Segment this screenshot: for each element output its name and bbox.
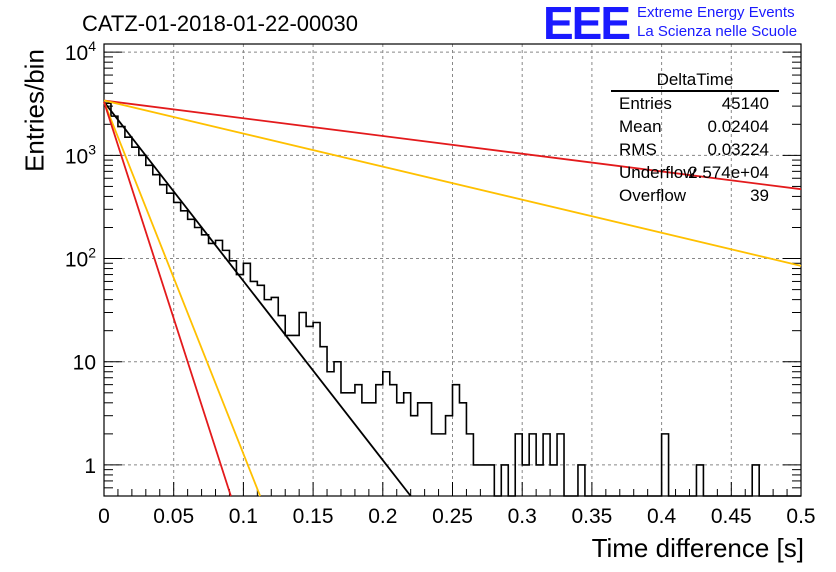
y-axis-label: Entries/bin bbox=[19, 49, 50, 172]
y-tick-label: 104 bbox=[65, 38, 96, 65]
histogram-layer bbox=[104, 102, 801, 497]
fit-line bbox=[103, 99, 802, 267]
fit-line bbox=[103, 101, 412, 497]
fit-lines-layer bbox=[103, 99, 802, 497]
logo-text-line1: Extreme Energy Events bbox=[637, 4, 795, 21]
fit-line bbox=[103, 101, 261, 497]
stats-title: DeltaTime bbox=[656, 70, 734, 89]
stats-box: DeltaTime Entries 45140 Mean 0.02404 RMS… bbox=[611, 70, 779, 210]
x-tick-label: 0.05 bbox=[153, 505, 194, 528]
stat-value: 0.03224 bbox=[707, 140, 769, 159]
stat-value: 45140 bbox=[721, 94, 769, 113]
stat-key: Overflow bbox=[619, 186, 687, 205]
tick-labels-layer: 0 0.05 0.1 0.15 0.2 0.25 0.3 0.35 0.4 0.45 0.5 1 10 1… bbox=[65, 38, 816, 528]
x-tick-label: 0.15 bbox=[293, 505, 334, 528]
x-tick-label: 0.5 bbox=[786, 505, 815, 528]
logo-text-line2: La Scienza nelle Scuole bbox=[637, 23, 798, 40]
histogram-series bbox=[104, 102, 801, 497]
x-tick-label: 0.35 bbox=[571, 505, 612, 528]
stat-value: 2.574e+04 bbox=[688, 163, 769, 182]
stat-value: 0.02404 bbox=[707, 117, 769, 136]
x-axis-label: Time difference [s] bbox=[591, 533, 804, 563]
stats-divider bbox=[611, 90, 779, 92]
stat-key: Underflow bbox=[619, 163, 696, 182]
stat-key: RMS bbox=[619, 140, 657, 159]
x-tick-label: 0.2 bbox=[368, 505, 397, 528]
chart-title: CATZ-01-2018-01-22-00030 bbox=[82, 11, 358, 36]
x-tick-label: 0.1 bbox=[229, 505, 258, 528]
fit-line bbox=[103, 101, 232, 497]
fit-line bbox=[103, 99, 802, 191]
stat-key: Entries bbox=[619, 94, 672, 113]
axis-ticks bbox=[103, 51, 802, 496]
x-tick-label: 0.25 bbox=[432, 505, 473, 528]
x-tick-label: 0.3 bbox=[508, 505, 537, 528]
y-tick-label: 102 bbox=[65, 245, 96, 272]
y-tick-label: 1 bbox=[84, 455, 96, 478]
stat-key: Mean bbox=[619, 117, 662, 136]
y-tick-label: 103 bbox=[65, 141, 96, 168]
x-tick-label: 0.45 bbox=[711, 505, 752, 528]
stat-value: 39 bbox=[750, 186, 769, 205]
eee-logo: EEE bbox=[543, 0, 631, 49]
x-tick-label: 0.4 bbox=[647, 505, 677, 528]
y-tick-label: 10 bbox=[73, 352, 96, 375]
x-tick-label: 0 bbox=[98, 505, 110, 528]
